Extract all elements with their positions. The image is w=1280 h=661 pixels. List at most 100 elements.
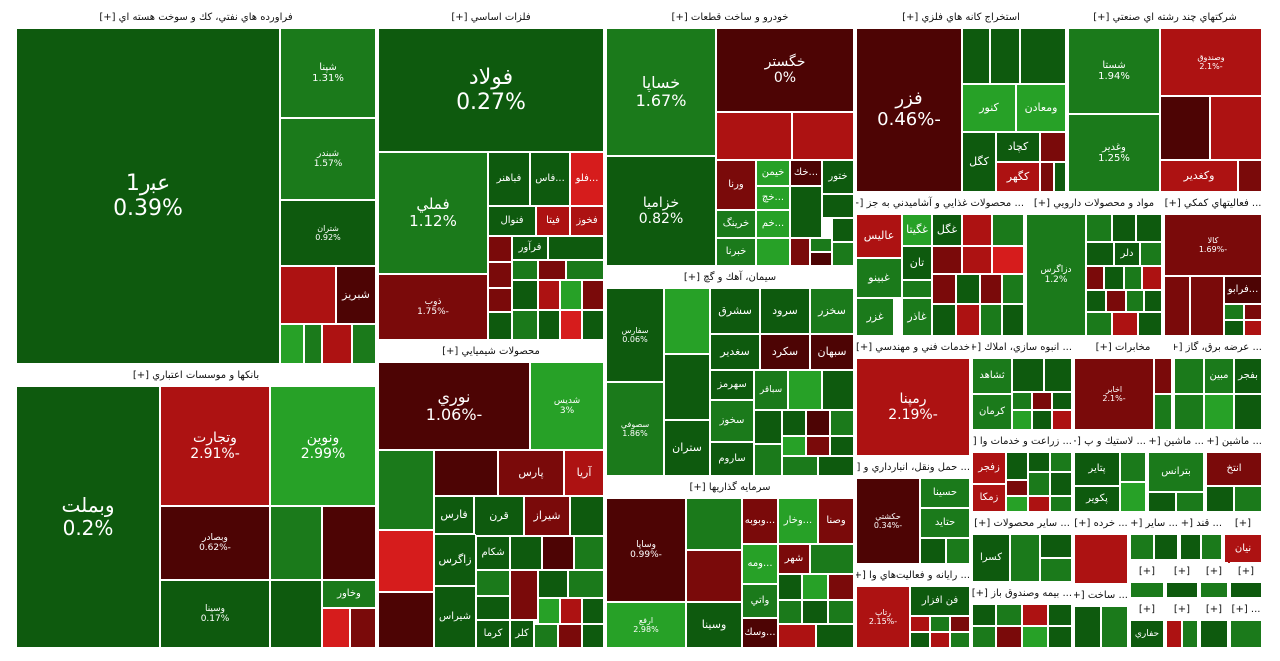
stock-tile[interactable]	[350, 608, 376, 648]
stock-tile[interactable]	[280, 266, 336, 324]
stock-tile[interactable]: ...فلو	[570, 152, 604, 206]
stock-tile[interactable]	[1050, 452, 1072, 472]
stock-tile[interactable]	[488, 312, 512, 340]
stock-tile[interactable]	[1234, 486, 1262, 512]
sector-banks[interactable]: بانكها و موسسات اعتباري [+] وبملت 0.2% وت…	[16, 366, 376, 648]
sector-header[interactable]: شركتهاي چند رشته اي صنعتي [+]	[1068, 8, 1262, 29]
sector-machinery-2[interactable]: ... ماشين [+] انتخ	[1206, 432, 1262, 512]
stock-tile[interactable]	[950, 616, 970, 632]
stock-tile[interactable]: زمكا	[972, 484, 1006, 512]
stock-tile[interactable]: پكوير	[1074, 486, 1120, 512]
stock-tile[interactable]	[992, 214, 1024, 246]
stock-tile[interactable]	[782, 410, 806, 436]
stock-tile[interactable]	[476, 596, 510, 620]
stock-tile[interactable]	[1010, 534, 1040, 582]
sector-small-1[interactable]: [+] نيان	[1224, 514, 1262, 564]
stock-tile[interactable]	[1112, 312, 1138, 336]
stock-tile[interactable]	[1138, 312, 1162, 336]
sector-chemicals[interactable]: محصولات شيميايي [+] نوري -1.06% شديس 3% پا…	[378, 342, 604, 648]
sector-header[interactable]: ... ماشين [+]	[1206, 432, 1262, 453]
sector-auxiliary[interactable]: ... فعاليتهاي كمكي [+] كالا -1.69% ...فرا…	[1164, 194, 1262, 336]
stock-tile[interactable]: فولاد 0.27%	[378, 28, 604, 152]
stock-tile[interactable]	[560, 598, 582, 624]
stock-tile[interactable]	[962, 28, 990, 84]
sector-transport[interactable]: ... حمل ونقل، انبارداري و [+] حكشتي -0.34…	[856, 458, 970, 564]
stock-tile[interactable]: غگل	[932, 214, 962, 246]
sector-oil-products[interactable]: فراورده هاي نفتي، كك و سوخت هسته اي [+] …	[16, 8, 376, 364]
sector-basic-metals[interactable]: فلزات اساسي [+] فولاد 0.27% فملي 1.12% ذوب…	[378, 8, 604, 340]
stock-tile[interactable]: فزر -0.46%	[856, 28, 962, 192]
stock-tile[interactable]: وسينا	[686, 602, 742, 648]
stock-tile[interactable]	[548, 236, 604, 260]
stock-tile[interactable]	[1032, 410, 1052, 430]
sector-header[interactable]: ... زراعت و خدمات وا [+]	[972, 432, 1072, 453]
stock-tile[interactable]	[1136, 214, 1162, 242]
stock-tile[interactable]	[538, 570, 568, 598]
stock-tile[interactable]	[280, 324, 304, 364]
sector-header[interactable]: ... [+]	[1230, 600, 1262, 621]
stock-tile[interactable]	[378, 592, 434, 648]
stock-tile[interactable]	[790, 238, 810, 266]
stock-tile[interactable]	[1174, 358, 1204, 394]
stock-tile[interactable]	[1074, 534, 1128, 584]
sector-cement[interactable]: سيمان، آهك و گچ [+] سفارس 0.06% سصوفي 1.86…	[606, 268, 854, 476]
stock-tile[interactable]: دزاگرس 1.2%	[1026, 214, 1086, 336]
stock-tile[interactable]	[1032, 392, 1052, 410]
stock-tile[interactable]	[1106, 290, 1126, 312]
stock-tile[interactable]	[566, 260, 604, 280]
sector-header[interactable]: فلزات اساسي [+]	[378, 8, 604, 29]
stock-tile[interactable]	[802, 600, 828, 624]
sector-other[interactable]: ... ساير [+]	[1130, 514, 1178, 560]
stock-tile[interactable]	[962, 214, 992, 246]
sector-mining[interactable]: استخراج كانه هاي فلزي [+] فزر -0.46% كنور…	[856, 8, 1066, 192]
sector-retail[interactable]: ... خرده [+]	[1074, 514, 1128, 584]
stock-tile[interactable]	[1144, 290, 1162, 312]
stock-tile[interactable]	[1012, 392, 1032, 410]
stock-tile[interactable]	[378, 450, 434, 530]
stock-tile[interactable]	[582, 598, 604, 624]
stock-tile[interactable]	[1166, 582, 1198, 598]
stock-tile[interactable]: كسرا	[972, 534, 1010, 582]
stock-tile[interactable]: فيتا	[536, 206, 570, 236]
stock-tile[interactable]	[1174, 394, 1204, 430]
sector-header[interactable]: محصولات شيميايي [+]	[378, 342, 604, 363]
stock-tile[interactable]: ...فاس	[530, 152, 570, 206]
stock-tile[interactable]: ساروم	[710, 442, 754, 476]
stock-tile[interactable]	[1028, 452, 1050, 472]
sector-header[interactable]: سرمايه گذاريها [+]	[606, 478, 854, 499]
stock-tile[interactable]	[270, 580, 322, 648]
stock-tile[interactable]: ثشاهد	[972, 358, 1012, 394]
stock-tile[interactable]	[1120, 452, 1146, 482]
sector-small-9[interactable]: ... [+]	[1230, 600, 1262, 648]
stock-tile[interactable]: فملي 1.12%	[378, 152, 488, 274]
stock-tile[interactable]: ...وبوبه	[742, 498, 778, 544]
stock-tile[interactable]	[1086, 290, 1106, 312]
sector-multi-industry[interactable]: شركتهاي چند رشته اي صنعتي [+] شستا 1.94% …	[1068, 8, 1262, 192]
stock-tile[interactable]: وكغدير	[1160, 160, 1238, 192]
stock-tile[interactable]	[816, 624, 854, 648]
stock-tile[interactable]	[990, 28, 1020, 84]
stock-tile[interactable]	[932, 246, 962, 274]
stock-tile[interactable]	[322, 324, 352, 364]
stock-tile[interactable]: شهر	[778, 544, 810, 574]
stock-tile[interactable]	[1180, 534, 1201, 560]
stock-tile[interactable]	[972, 604, 996, 626]
stock-tile[interactable]: غگيتا	[902, 214, 932, 246]
stock-tile[interactable]	[788, 370, 822, 410]
stock-tile[interactable]: شيراز	[524, 496, 570, 536]
stock-tile[interactable]	[488, 288, 512, 312]
stock-tile[interactable]	[538, 598, 560, 624]
stock-tile[interactable]: ذوب -1.75%	[378, 274, 488, 340]
stock-tile[interactable]	[832, 218, 854, 242]
stock-tile[interactable]	[1022, 604, 1048, 626]
stock-tile[interactable]	[1204, 394, 1234, 430]
stock-tile[interactable]: سخوز	[710, 400, 754, 442]
sector-header[interactable]: ... لاستيك و پ [+]	[1074, 432, 1146, 453]
stock-tile[interactable]: وغدير 1.25%	[1068, 114, 1160, 192]
stock-tile[interactable]: وسينا 0.17%	[160, 580, 270, 648]
stock-tile[interactable]	[1140, 242, 1162, 266]
stock-tile[interactable]	[686, 498, 742, 550]
stock-tile[interactable]: بترانس	[1148, 452, 1204, 492]
sector-building[interactable]: ... انبوه سازي، املاك [+] ثشاهد كرمان	[972, 338, 1072, 430]
stock-tile[interactable]	[822, 194, 854, 218]
